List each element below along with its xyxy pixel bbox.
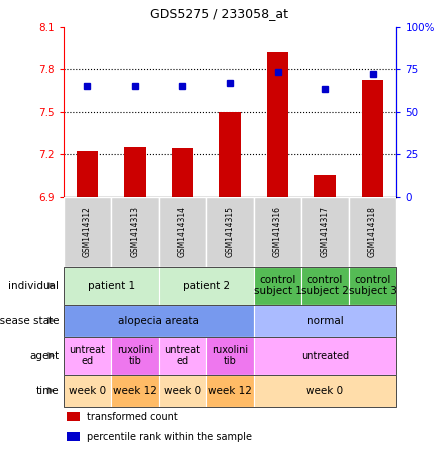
Text: time: time <box>35 386 59 395</box>
Bar <box>64 266 159 304</box>
Bar <box>349 197 396 266</box>
Bar <box>64 337 111 375</box>
Text: control
subject 2: control subject 2 <box>301 275 349 296</box>
Text: alopecia areata: alopecia areata <box>118 316 199 326</box>
Bar <box>111 197 159 266</box>
Text: week 12: week 12 <box>208 386 252 395</box>
Text: untreat
ed: untreat ed <box>164 345 201 366</box>
Bar <box>77 151 98 197</box>
Bar <box>159 197 206 266</box>
Bar <box>267 52 288 197</box>
Text: week 12: week 12 <box>113 386 157 395</box>
Bar <box>219 111 240 197</box>
Text: disease state: disease state <box>0 316 59 326</box>
Bar <box>64 197 111 266</box>
Bar <box>64 375 111 406</box>
Bar <box>64 304 254 337</box>
Text: control
subject 1: control subject 1 <box>254 275 301 296</box>
Text: untreat
ed: untreat ed <box>69 345 105 366</box>
Text: untreated: untreated <box>301 351 349 361</box>
Text: agent: agent <box>29 351 59 361</box>
Bar <box>124 147 145 197</box>
Text: GSM1414315: GSM1414315 <box>226 206 234 257</box>
Text: ruxolini
tib: ruxolini tib <box>117 345 153 366</box>
Bar <box>254 337 396 375</box>
Text: GDS5275 / 233058_at: GDS5275 / 233058_at <box>150 7 288 19</box>
Bar <box>362 80 383 197</box>
Text: GSM1414313: GSM1414313 <box>131 206 139 257</box>
Bar <box>254 375 396 406</box>
Bar <box>254 266 301 304</box>
Bar <box>301 266 349 304</box>
Text: percentile rank within the sample: percentile rank within the sample <box>87 432 252 442</box>
Bar <box>111 375 159 406</box>
Bar <box>111 337 159 375</box>
Text: ruxolini
tib: ruxolini tib <box>212 345 248 366</box>
Text: individual: individual <box>8 280 59 290</box>
Bar <box>206 375 254 406</box>
Text: week 0: week 0 <box>164 386 201 395</box>
Bar <box>206 197 254 266</box>
Text: GSM1414318: GSM1414318 <box>368 206 377 257</box>
Text: control
subject 3: control subject 3 <box>349 275 396 296</box>
Text: patient 1: patient 1 <box>88 280 134 290</box>
Bar <box>67 432 80 441</box>
Bar <box>254 197 301 266</box>
Bar <box>349 266 396 304</box>
Bar <box>314 175 336 197</box>
Text: week 0: week 0 <box>69 386 106 395</box>
Text: normal: normal <box>307 316 343 326</box>
Bar <box>67 412 80 421</box>
Text: transformed count: transformed count <box>87 411 177 422</box>
Bar <box>301 197 349 266</box>
Bar <box>159 375 206 406</box>
Bar <box>206 337 254 375</box>
Bar <box>159 266 254 304</box>
Text: GSM1414316: GSM1414316 <box>273 206 282 257</box>
Bar <box>159 337 206 375</box>
Text: week 0: week 0 <box>307 386 344 395</box>
Text: GSM1414317: GSM1414317 <box>321 206 329 257</box>
Text: GSM1414312: GSM1414312 <box>83 206 92 257</box>
Text: patient 2: patient 2 <box>183 280 230 290</box>
Text: GSM1414314: GSM1414314 <box>178 206 187 257</box>
Bar <box>254 304 396 337</box>
Bar <box>172 149 193 197</box>
